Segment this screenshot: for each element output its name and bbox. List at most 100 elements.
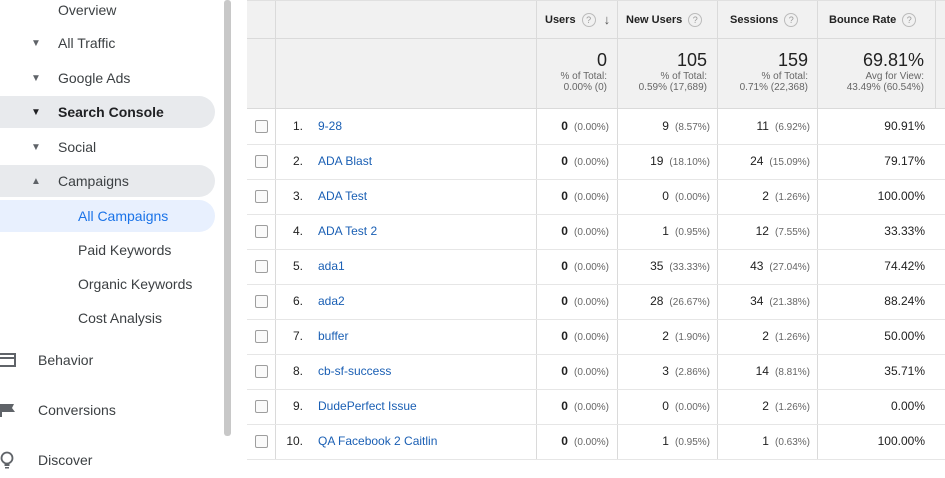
cell-value: (1.90%) [674, 332, 710, 343]
cell-sessions: 43 (27.04%) [718, 259, 810, 273]
row-checkbox[interactable] [255, 260, 268, 273]
cell-value: 24 [750, 154, 764, 168]
sidebar-item-campaigns[interactable]: ▲ Campaigns [0, 165, 215, 197]
column-divider [275, 1, 276, 459]
column-divider [717, 1, 718, 459]
cell-users: 0 (0.00%) [537, 434, 609, 448]
row-checkbox[interactable] [255, 365, 268, 378]
sidebar-item-search-console[interactable]: ▼ Search Console [0, 96, 215, 128]
campaign-link[interactable]: ADA Test 2 [318, 224, 378, 238]
help-icon[interactable]: ? [688, 12, 703, 27]
cell-users: 0 (0.00%) [537, 119, 609, 133]
cell-bounce-rate: 88.24% [818, 294, 925, 308]
campaign-link[interactable]: ada2 [318, 294, 345, 308]
row-checkbox[interactable] [255, 295, 268, 308]
cell-value: (15.09%) [769, 157, 810, 168]
row-number: 10. [286, 434, 303, 448]
cell-value: (33.33%) [669, 262, 710, 273]
cell-value: (1.26%) [774, 332, 810, 343]
flag-icon [0, 404, 15, 417]
cell-value: 0 [662, 399, 669, 413]
caret-down-icon: ▼ [31, 141, 41, 153]
sort-descending-icon[interactable]: ↓ [603, 12, 611, 27]
cell-value: 33.33% [884, 224, 925, 238]
cell-bounce-rate: 50.00% [818, 329, 925, 343]
help-icon[interactable]: ? [581, 12, 596, 27]
table-row: 8. cb-sf-success 0 (0.00%) 3 (2.86%) 14 (8.… [247, 354, 945, 390]
cell-users: 0 (0.00%) [537, 364, 609, 378]
cell-value: 2 [762, 189, 769, 203]
cell-value: (0.63%) [774, 437, 810, 448]
campaign-link[interactable]: cb-sf-success [318, 364, 392, 378]
sidebar-scrollbar[interactable] [224, 0, 231, 436]
cell-value: (7.55%) [774, 227, 810, 238]
row-checkbox[interactable] [255, 435, 268, 448]
row-checkbox[interactable] [255, 155, 268, 168]
cell-value: (0.00%) [573, 192, 609, 203]
cell-value: (0.00%) [573, 367, 609, 378]
row-number: 9. [292, 399, 303, 413]
cell-new-users: 3 (2.86%) [618, 364, 710, 378]
total-value: 105 [676, 50, 707, 70]
cell-users: 0 (0.00%) [537, 189, 609, 203]
row-number: 6. [292, 294, 303, 308]
cell-value: 2 [662, 329, 669, 343]
cell-value: 11 [756, 119, 769, 133]
cell-value: 2 [762, 329, 769, 343]
column-header-label: Sessions [730, 13, 779, 26]
campaign-link[interactable]: ADA Test [318, 189, 368, 203]
help-icon[interactable]: ? [902, 12, 917, 27]
sidebar-item-label: Paid Keywords [78, 242, 172, 258]
row-checkbox[interactable] [255, 190, 268, 203]
cell-sessions: 11 (6.92%) [718, 119, 810, 133]
cell-bounce-rate: 90.91% [818, 119, 925, 133]
cell-value: 0 [561, 119, 568, 133]
column-header-label: Users [545, 13, 576, 26]
campaign-link[interactable]: 9-28 [318, 119, 343, 133]
row-checkbox[interactable] [255, 330, 268, 343]
total-detail: 0.00% (0) [563, 82, 607, 93]
row-checkbox[interactable] [255, 225, 268, 238]
cell-sessions: 2 (1.26%) [718, 189, 810, 203]
row-number: 5. [292, 259, 303, 273]
cell-value: 1 [662, 434, 669, 448]
behavior-icon [0, 353, 16, 367]
campaign-link[interactable]: buffer [318, 329, 349, 343]
help-icon[interactable]: ? [784, 12, 799, 27]
column-header-new-users[interactable]: New Users ? [626, 1, 716, 38]
cell-value: (8.81%) [774, 367, 810, 378]
total-value: 0 [596, 50, 607, 70]
column-header-users[interactable]: Users ? ↓ [545, 1, 615, 38]
row-number: 8. [292, 364, 303, 378]
campaign-link[interactable]: DudePerfect Issue [318, 399, 417, 413]
caret-up-icon: ▲ [31, 175, 41, 187]
cell-value: (1.26%) [774, 402, 810, 413]
cell-value: (26.67%) [669, 297, 710, 308]
total-caption: % of Total: [761, 71, 808, 82]
table-row: 7. buffer 0 (0.00%) 2 (1.90%) 2 (1.26%) 50.… [247, 319, 945, 355]
cell-new-users: 2 (1.90%) [618, 329, 710, 343]
cell-users: 0 (0.00%) [537, 224, 609, 238]
cell-new-users: 1 (0.95%) [618, 434, 710, 448]
cell-value: 90.91% [884, 119, 925, 133]
column-header-sessions[interactable]: Sessions ? [730, 1, 815, 38]
campaign-link[interactable]: QA Facebook 2 Caitlin [318, 434, 438, 448]
cell-value: 0 [561, 329, 568, 343]
column-header-bounce-rate[interactable]: Bounce Rate ? [829, 1, 935, 38]
row-number: 1. [292, 119, 303, 133]
row-checkbox[interactable] [255, 400, 268, 413]
sidebar-item-all-campaigns[interactable]: All Campaigns [0, 200, 215, 232]
total-users: 0 % of Total: 0.00% (0) [537, 39, 607, 108]
cell-value: 0.00% [890, 399, 925, 413]
caret-down-icon: ▼ [31, 72, 41, 84]
cell-new-users: 28 (26.67%) [618, 294, 710, 308]
cell-value: 100.00% [877, 189, 925, 203]
campaign-link[interactable]: ada1 [318, 259, 345, 273]
cell-sessions: 2 (1.26%) [718, 329, 810, 343]
row-checkbox[interactable] [255, 120, 268, 133]
cell-new-users: 19 (18.10%) [618, 154, 710, 168]
cell-value: 12 [755, 224, 769, 238]
campaign-link[interactable]: ADA Blast [318, 154, 373, 168]
cell-value: (2.86%) [674, 367, 710, 378]
cell-value: (0.00%) [573, 227, 609, 238]
